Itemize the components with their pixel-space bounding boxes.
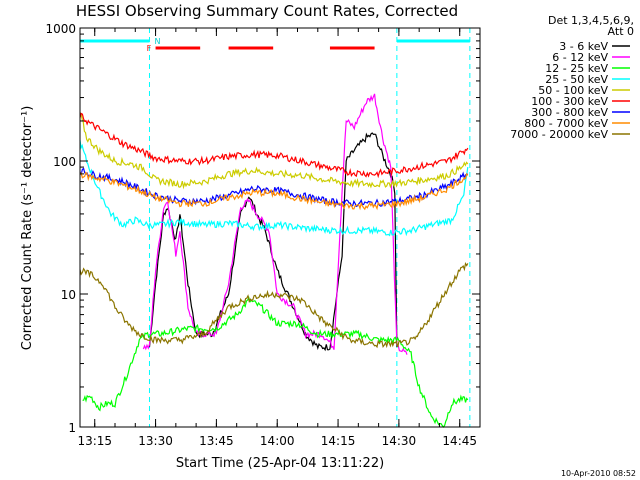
series-line <box>79 167 469 208</box>
series-line <box>79 262 469 349</box>
legend-label: 50 - 100 keV <box>538 84 608 97</box>
legend-header: Det 1,3,4,5,6,9, <box>548 14 634 27</box>
time-markers: NF <box>80 28 471 427</box>
legend-label: 800 - 7000 keV <box>524 117 608 130</box>
legend-label: 100 - 300 keV <box>531 95 608 108</box>
x-tick-label: 14:45 <box>442 434 477 448</box>
x-tick-label: 13:15 <box>77 434 112 448</box>
plot-frame <box>79 27 481 428</box>
x-tick-label: 13:45 <box>199 434 234 448</box>
x-tick-label: 14:30 <box>382 434 417 448</box>
x-axis: 13:15 13:30 13:45 14:00 14:15 14:30 14:45 <box>77 28 481 448</box>
legend-label: 25 - 50 keV <box>545 73 608 86</box>
series-line <box>79 171 469 211</box>
series-line <box>142 93 408 355</box>
timestamp: 10-Apr-2010 08:52 <box>561 469 636 478</box>
legend-label: 300 - 800 keV <box>531 106 608 119</box>
night-label: N <box>154 37 160 46</box>
y-tick-label: 1 <box>68 421 76 435</box>
legend-label: 6 - 12 keV <box>552 51 608 64</box>
y-tick-label: 100 <box>53 155 76 169</box>
series-lines <box>79 93 469 428</box>
legend-label: 12 - 25 keV <box>545 62 608 75</box>
y-tick-label: 10 <box>61 288 76 302</box>
legend-header: Att 0 <box>608 25 634 38</box>
chart-title: HESSI Observing Summary Count Rates, Cor… <box>76 2 458 20</box>
x-axis-label: Start Time (25-Apr-04 13:11:22) <box>176 456 384 471</box>
y-axis-label: Corrected Count Rate (s⁻¹ detector⁻¹) <box>20 106 35 351</box>
series-line <box>79 140 469 237</box>
y-axis: 1 10 100 1000 <box>45 22 480 435</box>
series-line <box>82 295 469 428</box>
y-tick-label: 1000 <box>45 22 76 36</box>
x-tick-label: 14:15 <box>321 434 356 448</box>
legend-label: 7000 - 20000 keV <box>510 128 608 141</box>
x-tick-label: 14:00 <box>260 434 295 448</box>
x-tick-label: 13:30 <box>138 434 173 448</box>
series-line <box>79 112 469 179</box>
legend-label: 3 - 6 keV <box>559 40 608 53</box>
flare-label: F <box>147 44 152 53</box>
series-line <box>79 112 469 190</box>
